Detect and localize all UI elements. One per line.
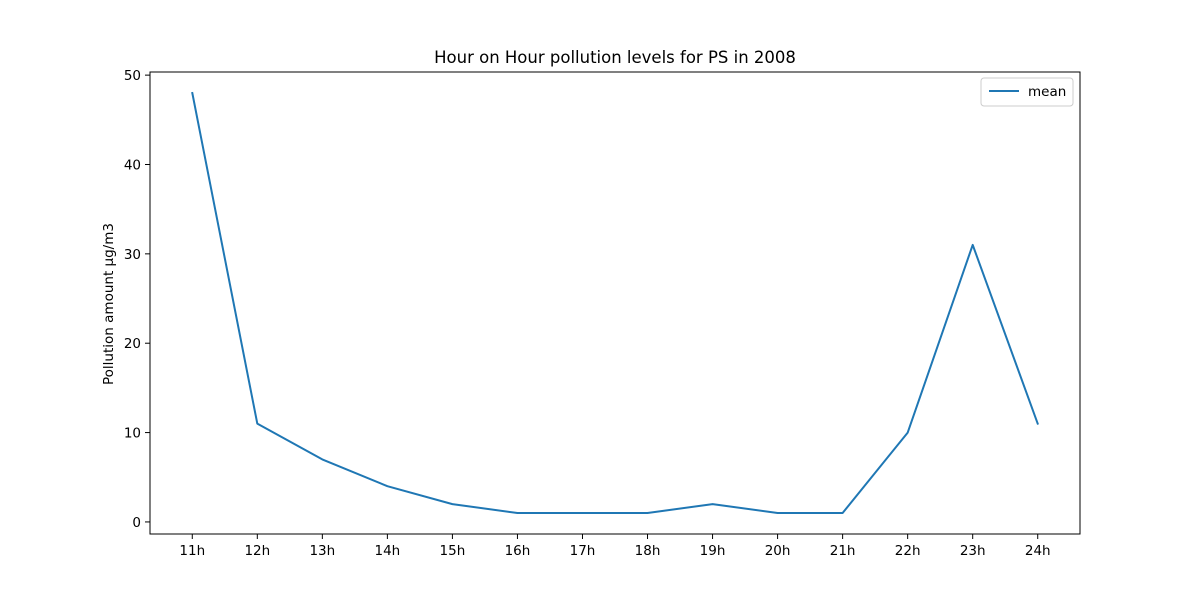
x-tick-label: 19h (700, 543, 726, 559)
series-line-mean (191, 91, 1039, 514)
y-tick-label: 20 (124, 336, 141, 352)
y-axis-label: Pollution amount µg/m3 (101, 223, 117, 385)
x-tick-label: 22h (895, 543, 921, 559)
y-tick-label: 40 (124, 157, 141, 173)
x-tick-label: 21h (830, 543, 856, 559)
x-tick-label: 11h (179, 543, 205, 559)
legend-label-mean: mean (1028, 84, 1066, 100)
x-tick-label: 20h (765, 543, 791, 559)
legend: mean (980, 77, 1074, 107)
y-tick-label: 0 (132, 515, 141, 531)
chart-title: Hour on Hour pollution levels for PS in … (434, 48, 796, 67)
y-tick-label: 30 (124, 247, 141, 263)
y-tick-label: 50 (124, 68, 141, 84)
plot-area: 0 10 20 30 40 50 11h 12h 13h 14h 15h 16h 17h 18h 19h 20… (124, 68, 1081, 559)
x-tick-label: 14h (375, 543, 401, 559)
axes-frame (149, 71, 1081, 535)
x-tick-label: 15h (440, 543, 466, 559)
x-tick-label: 17h (570, 543, 596, 559)
x-tick-label: 24h (1025, 543, 1051, 559)
y-tick-label: 10 (124, 426, 141, 442)
x-tick-label: 18h (635, 543, 661, 559)
x-tick-label: 12h (244, 543, 270, 559)
legend-box (980, 77, 1074, 107)
x-tick-label: 23h (960, 543, 986, 559)
x-tick-label: 13h (309, 543, 335, 559)
x-tick-label: 16h (505, 543, 531, 559)
